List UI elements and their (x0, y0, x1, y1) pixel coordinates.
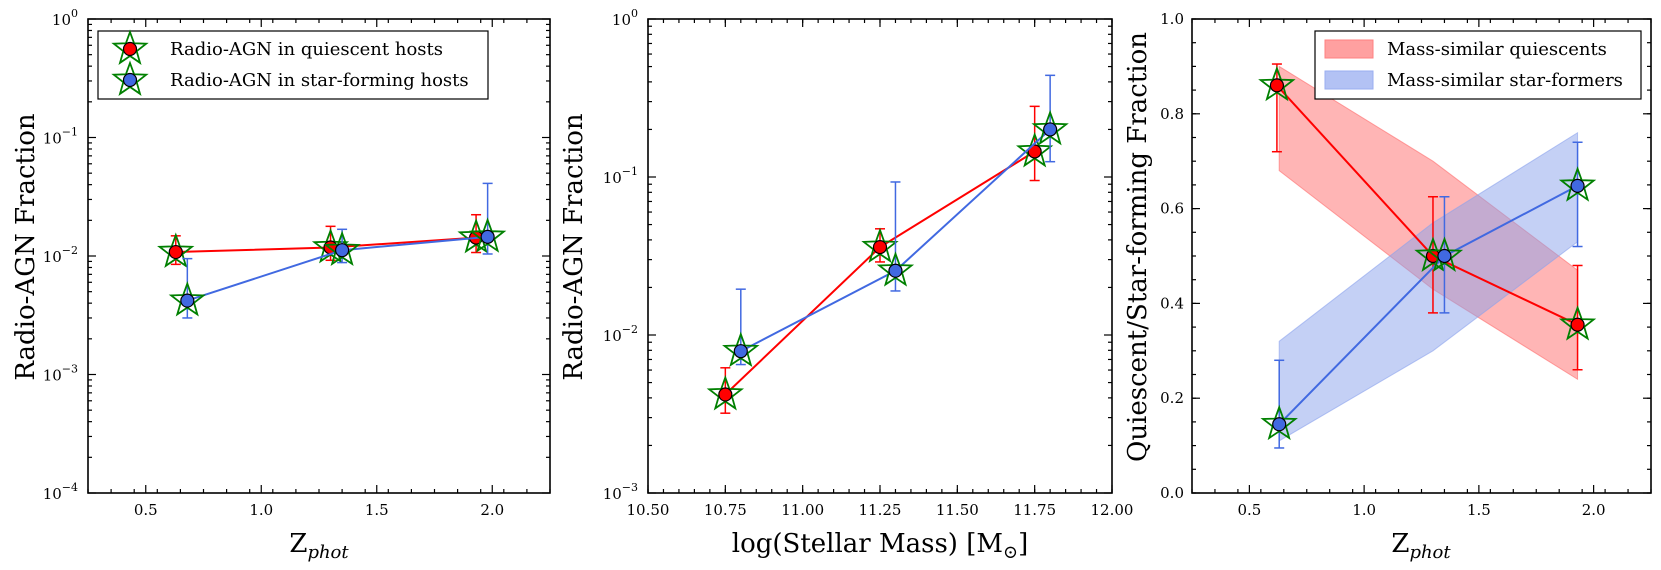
panel-2-ylabel: Radio-AGN Fraction (559, 113, 589, 381)
legend-label: Radio-AGN in quiescent hosts (170, 39, 443, 60)
panel-1-xlabel: Zphot (289, 529, 349, 563)
x-tick-label: 1.5 (365, 501, 389, 519)
y-tick-label: 10−1 (43, 126, 78, 148)
panel-3-series (1258, 63, 1597, 449)
panel-3-ylabel: Quiescent/Star-forming Fraction (1123, 32, 1153, 462)
x-tick-label: 10.50 (627, 501, 670, 519)
legend-label: Mass-similar quiescents (1387, 39, 1607, 60)
y-tick-label: 100 (52, 7, 78, 29)
x-tick-label: 11.25 (859, 501, 902, 519)
data-point (1269, 78, 1285, 93)
data-point (1043, 122, 1058, 137)
legend-swatch (1324, 70, 1374, 90)
x-tick-label: 0.5 (134, 501, 158, 519)
legend-marker-icon (122, 41, 138, 57)
y-tick-label: 10−3 (603, 481, 638, 503)
y-tick-label: 0.6 (1160, 200, 1184, 218)
panel-3-xlabel: Zphot (1391, 529, 1451, 563)
data-point (1570, 178, 1585, 193)
legend-marker-icon (122, 72, 138, 88)
y-tick-label: 10−3 (43, 363, 78, 385)
panel-2: Radio-AGN Fraction 10.50 10.75 11.00 11.25 1… (559, 7, 1133, 563)
data-point (480, 229, 495, 244)
y-tick-label: 0.2 (1160, 389, 1184, 407)
y-tick-label: 10−2 (43, 244, 78, 266)
y-tick-label: 10−4 (43, 481, 78, 503)
legend-box (97, 30, 489, 100)
y-tick-label: 10−1 (603, 165, 638, 187)
data-point (1437, 248, 1452, 264)
y-tick-label: 0.0 (1160, 484, 1184, 502)
panel-1: Radio-AGN Fraction 0.5 1.0 1.5 2.0 10−4 10−3 1… (11, 7, 551, 563)
y-tick-label: 0.8 (1160, 105, 1184, 123)
panel-2-ticks: 10.50 10.75 11.00 11.25 11.50 11.75 12.00 10−3 1… (603, 7, 1134, 519)
data-point (872, 240, 888, 255)
panel-3-frame (1191, 18, 1652, 494)
data-point (180, 293, 195, 308)
data-point (718, 387, 733, 402)
panel-3-legend: Mass-similar quiescents Mass-similar star… (1314, 30, 1642, 100)
x-tick-label: 2.0 (1582, 501, 1606, 519)
y-tick-label: 1.0 (1160, 10, 1184, 28)
series-1 (168, 182, 507, 319)
series-0 (706, 105, 1054, 414)
y-tick-label: 0.4 (1160, 294, 1184, 312)
x-tick-label: 11.00 (781, 501, 824, 519)
panel-1-legend: Radio-AGN in quiescent hosts Radio-AGN in… (97, 29, 489, 100)
data-point (1272, 417, 1287, 432)
x-tick-label: 1.0 (1352, 501, 1376, 519)
panel-1-series (157, 182, 507, 319)
x-tick-label: 1.5 (1467, 501, 1491, 519)
x-tick-label: 2.0 (480, 501, 504, 519)
panel-1-ylabel: Radio-AGN Fraction (11, 113, 41, 381)
x-tick-label: 11.75 (1013, 501, 1056, 519)
panel-2-frame (647, 18, 1113, 494)
panel-3: Quiescent/Star-forming Fraction 0.5 1.0 1.… (1123, 10, 1652, 563)
data-point (733, 344, 748, 359)
x-tick-label: 1.0 (249, 501, 273, 519)
panel-2-series (706, 74, 1069, 414)
y-tick-label: 10−2 (603, 323, 638, 345)
data-point (335, 243, 350, 258)
series-line (724, 150, 1036, 396)
band-0 (1278, 65, 1579, 381)
data-point (1570, 317, 1585, 332)
y-tick-label: 100 (612, 7, 638, 29)
data-point (888, 263, 903, 278)
panel-2-xlabel: log(Stellar Mass) [M⊙] (732, 529, 1028, 563)
legend-label: Radio-AGN in star-forming hosts (170, 70, 469, 91)
data-point (168, 244, 183, 260)
series-1 (722, 74, 1069, 368)
data-point (1027, 144, 1042, 159)
x-tick-label: 11.50 (936, 501, 979, 519)
legend-label: Mass-similar star-formers (1387, 70, 1623, 91)
panel-1-frame (87, 18, 551, 494)
legend-swatch (1324, 39, 1374, 59)
x-tick-label: 12.00 (1091, 501, 1134, 519)
x-tick-label: 0.5 (1237, 501, 1261, 519)
series-1 (1260, 141, 1597, 449)
x-tick-label: 10.75 (704, 501, 747, 519)
